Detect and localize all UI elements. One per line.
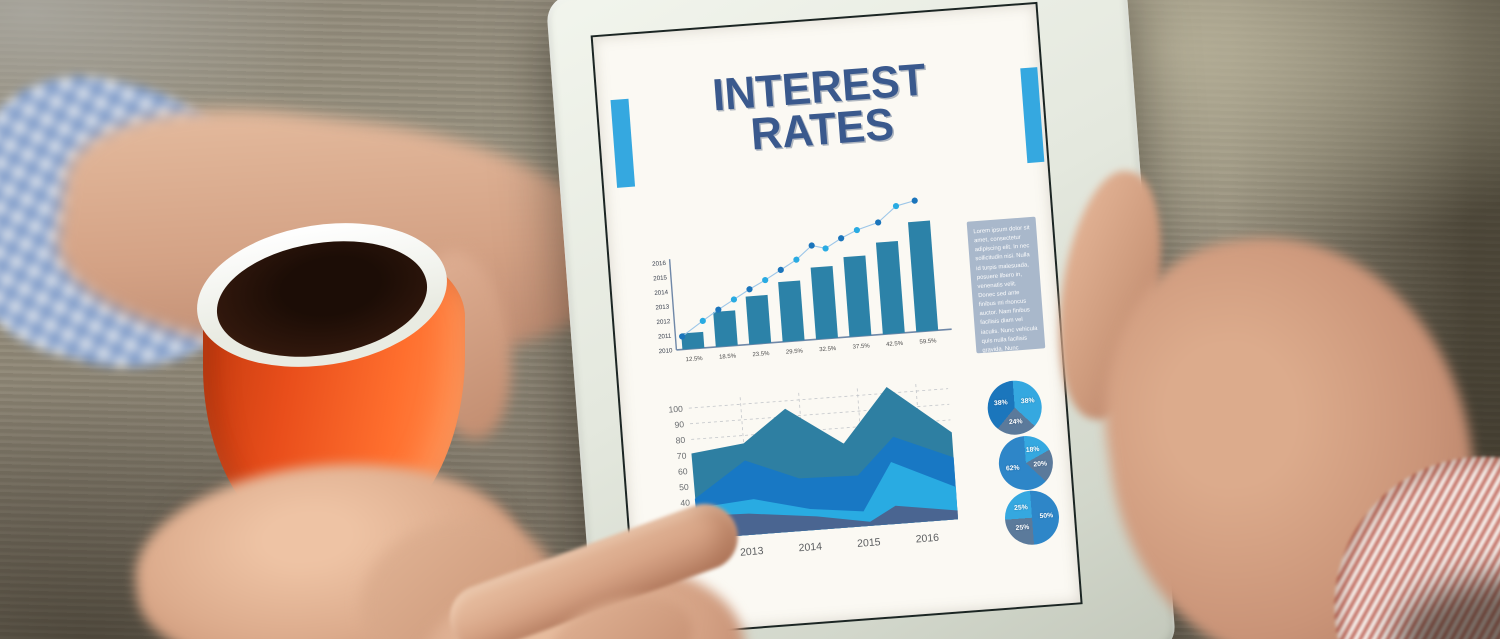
bar	[681, 331, 705, 350]
area-y-label: 40	[680, 497, 691, 508]
trend-dot	[822, 245, 829, 252]
pie-slice-label: 18%	[1025, 445, 1040, 454]
bar-y-label: 2016	[652, 260, 667, 268]
trend-dot	[838, 235, 845, 242]
bar-y-label: 2010	[658, 347, 673, 355]
area-x-label: 2015	[857, 536, 881, 550]
area-y-label: 100	[668, 404, 683, 415]
trend-dot	[777, 266, 784, 273]
bar	[875, 241, 905, 335]
pie-slice-label: 20%	[1033, 460, 1048, 469]
area-y-label: 60	[678, 466, 689, 477]
bar-x-label: 18.5%	[719, 353, 737, 360]
pie-chart-3: 50% 25% 25%	[1003, 488, 1061, 547]
bar-chart: 2010 2011 2012 2013 2014 2015 2016 12.5% 18.5% 23…	[652, 197, 952, 363]
bar-x-label: 32.5%	[819, 346, 837, 353]
trend-dot	[853, 226, 861, 234]
trend-dot	[699, 317, 706, 324]
trend-dot	[808, 242, 815, 249]
bar	[810, 265, 838, 340]
bar-y-label: 2011	[658, 333, 672, 341]
trend-dot	[875, 219, 882, 226]
tablet-screen: INTEREST RATES 2010 2011 2012 2013 2014 2015 2…	[592, 4, 1081, 636]
bar-x-label: 37.5%	[853, 343, 871, 350]
trend-dot	[715, 306, 722, 313]
area-y-label: 70	[676, 450, 687, 461]
bar-x-label: 23.5%	[752, 351, 770, 358]
area-y-label: 50	[679, 482, 690, 493]
trend-dot	[730, 296, 738, 303]
bar-y-label: 2015	[653, 274, 668, 282]
trend-dot	[793, 256, 800, 263]
infographic-title: INTEREST RATES	[605, 51, 1036, 167]
trend-dot	[746, 286, 753, 293]
trend-dot	[892, 202, 900, 210]
bar-y-label: 2013	[655, 304, 670, 312]
bar-x-label: 59.5%	[919, 338, 937, 345]
bar-x-label: 29.5%	[786, 348, 804, 355]
pie-chart-2: 18% 20% 62%	[996, 434, 1055, 492]
pie-slice-label: 24%	[1008, 417, 1023, 426]
pie-slice-label: 62%	[1005, 464, 1020, 473]
trend-dot	[679, 333, 686, 340]
pie-slice-label: 50%	[1039, 512, 1054, 521]
pie-slice-label: 25%	[1015, 524, 1030, 533]
bar	[907, 220, 939, 332]
area-y-label: 90	[674, 419, 685, 430]
area-layer-4-bottom	[696, 505, 958, 539]
pie-chart-1: 38% 24% 38%	[985, 378, 1044, 437]
area-x-label: 2013	[740, 545, 764, 559]
bar-y-label: 2014	[654, 289, 669, 297]
pie-slice-label: 38%	[993, 398, 1008, 407]
lorem-text-block: Lorem ipsum dolor sit amet, consectetur …	[966, 216, 1046, 354]
pie-slice-label: 38%	[1020, 396, 1035, 405]
tablet: INTEREST RATES 2010 2011 2012 2013 2014 2015 2…	[545, 0, 1177, 639]
bar-x-label: 12.5%	[685, 356, 703, 363]
bar-y-label: 2012	[656, 318, 671, 326]
bar	[843, 255, 872, 337]
pie-slice-label: 25%	[1013, 503, 1029, 512]
grid-line-h	[688, 388, 949, 409]
area-x-label: 2016	[915, 532, 939, 546]
bar-x-label: 42.5%	[886, 341, 904, 348]
bar	[713, 310, 738, 347]
bar	[745, 294, 772, 345]
area-x-label: 2014	[798, 541, 822, 555]
area-chart: 40 50 60 70 80 90 100 2013 2014 2015 2016	[668, 384, 958, 559]
trend-dot	[762, 276, 769, 284]
bar-y-axis	[668, 259, 678, 350]
area-y-label: 80	[675, 435, 686, 446]
bar	[778, 280, 805, 342]
trend-dot	[911, 197, 918, 204]
